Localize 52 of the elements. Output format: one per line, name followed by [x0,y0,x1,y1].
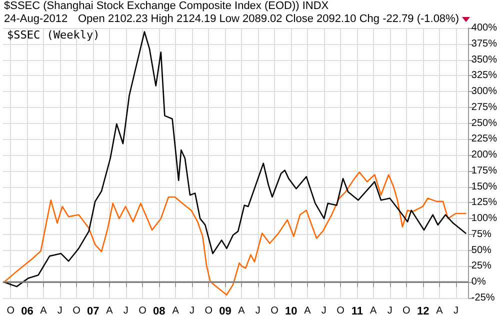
x-tick-label: 11 [351,306,363,318]
chart-subtitle: 24-Aug-2012 [4,13,68,25]
x-tick-label: O [72,306,81,316]
y-tick-label: 325% [471,70,498,82]
x-tick-label: 09 [219,306,232,318]
y-tick-label: 25% [471,260,492,272]
x-tick-label: O [336,306,345,316]
x-tick-label: O [270,306,279,316]
x-tick-label: 10 [285,306,298,318]
x-tick-label: A [106,306,114,316]
x-tick-label: 08 [152,306,166,318]
y-tick-label: 125% [471,197,498,208]
y-tick-label: 225% [471,134,498,145]
y-tick-label: 175% [471,165,498,176]
y-tick-label: 75% [471,228,492,240]
x-tick-label: 06 [21,306,34,318]
x-tick-label: O [204,306,213,316]
text: Open 2102.23 High 2124.19 Low 2089.02 Close 2092.10 Chg -22.79 (-1.08%) [78,13,459,25]
x-tick-label: J [387,306,392,316]
x-tick-label: A [436,306,444,316]
y-tick-label: 300% [471,86,498,98]
x-tick-label: O [6,306,15,316]
x-tick-label: A [40,306,48,316]
y-tick-label: 400% [471,22,498,34]
y-tick-label: 50% [471,244,492,256]
x-tick-label: A [172,306,180,316]
y-tick-label: 100% [471,213,498,224]
x-tick-label: J [189,306,194,316]
line-series [3,31,466,288]
chart-title: $SSEC (Shanghai Stock Exchange Composite Index (EOD)) INDX [4,0,329,12]
y-tick-label: 0% [471,276,486,288]
y-tick-label: 350% [471,54,498,66]
x-tick-label: J [321,306,326,316]
y-tick-label: 200% [471,150,498,161]
x-tick-label: A [238,306,246,316]
x-tick-label: 12 [416,306,430,318]
x-tick-label: J [123,306,128,316]
x-tick-label: O [138,306,147,316]
y-tick-label: 275% [471,102,498,113]
y-tick-label: -25% [471,292,495,304]
x-tick-label: 07 [87,306,100,318]
x-tick-label: O [402,306,411,316]
x-tick-label: J [453,306,458,316]
text: $SSEC (Weekly) [7,28,100,42]
x-tick-label: J [255,306,260,316]
x-tick-label: J [57,306,62,316]
y-tick-label: 375% [471,38,498,50]
line-series [3,172,466,296]
x-tick-label: A [370,306,378,316]
x-tick-label: A [304,306,312,316]
y-tick-label: 150% [471,181,498,192]
y-tick-label: 250% [471,118,498,129]
